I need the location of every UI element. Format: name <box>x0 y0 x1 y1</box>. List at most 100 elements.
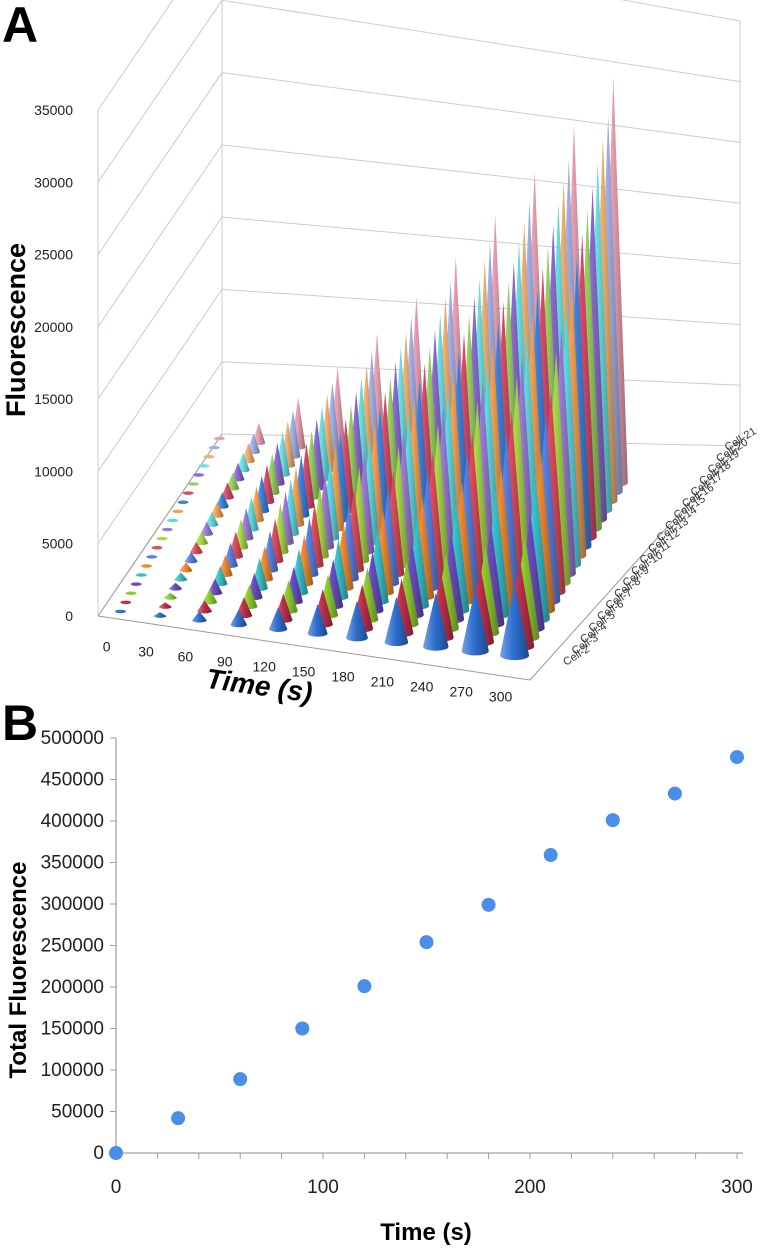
panel-a-cone <box>207 578 223 596</box>
panel-b-x-tick-label: 100 <box>307 1177 339 1198</box>
panel-a-cone <box>125 591 137 596</box>
panel-a-y-tick-label: 30000 <box>34 174 73 190</box>
panel-a-x-tick-label: 150 <box>292 663 316 679</box>
panel-b-y-tick-label: 150000 <box>41 1019 104 1040</box>
panel-b-y-tick-label: 250000 <box>41 936 104 957</box>
panel-a-cone-base <box>115 609 127 614</box>
panel-a-cone-body <box>423 592 449 651</box>
panel-a-y-axis-title: Fluorescence <box>1 243 31 417</box>
panel-b-y-tick-label: 50000 <box>51 1102 104 1123</box>
panel-b-data-point <box>233 1072 248 1087</box>
panel-a-cone <box>205 511 219 527</box>
panel-a-cone-body <box>184 551 198 564</box>
panel-a-cone <box>190 542 203 555</box>
panel-a-y-tick-label: 35000 <box>34 102 73 118</box>
panel-a-cone-base <box>193 473 205 477</box>
panel-b-data-point <box>543 848 558 863</box>
panel-a-cone <box>500 583 530 661</box>
panel-a-x-tick-label: 90 <box>217 653 233 669</box>
panel-a-cone <box>193 473 205 477</box>
panel-b-data-point <box>171 1111 186 1126</box>
panel-a-cone-body <box>242 443 255 464</box>
panel-a-cone <box>184 551 198 564</box>
panel-a-cone-body <box>192 611 207 623</box>
panel-a-cone <box>236 452 250 473</box>
panel-a-cone <box>212 566 228 587</box>
panel-a-y-tick-label: 20000 <box>34 319 73 335</box>
panel-a-floor-edge <box>97 433 223 617</box>
panel-a-x-tick-label: 30 <box>138 643 154 659</box>
panel-a-y-tick-label: 15000 <box>34 391 73 407</box>
panel-a-cone <box>202 589 218 605</box>
panel-a-cone <box>210 501 224 518</box>
panel-a-x-tick-label: 210 <box>371 673 395 689</box>
panel-a-y-tick-label: 5000 <box>42 536 73 552</box>
panel-a-gridline <box>97 0 223 183</box>
panel-a-cone <box>200 521 214 536</box>
panel-b-x-tick-label: 0 <box>111 1177 122 1198</box>
panel-a-x-tick-label: 270 <box>450 683 474 699</box>
panel-a-gridline <box>97 216 223 400</box>
panel-a-x-tick-label: 240 <box>410 678 434 694</box>
panel-a-cone <box>115 609 127 614</box>
panel-a-cone-base <box>120 600 132 605</box>
panel-a-gridline <box>620 0 741 22</box>
panel-a-cone <box>130 582 142 586</box>
panel-a-letter: A <box>2 0 38 53</box>
panel-a-cone-base <box>172 509 184 514</box>
panel-a-cone <box>384 596 409 647</box>
panel-a-cone <box>203 454 215 459</box>
panel-a-x-tick-label: 120 <box>253 658 277 674</box>
panel-a-cone-base <box>198 464 210 468</box>
panel-a-cone <box>172 509 184 514</box>
panel-a-chart: 0 5000 10000 15000 20000 25000 30000 35000 0 30 6… <box>1 0 759 708</box>
panel-b-y-tick-label: 0 <box>93 1143 104 1164</box>
panel-a-x-tick-label: 300 <box>489 688 513 704</box>
panel-a-cone-body <box>190 542 203 555</box>
panel-a-cone-body <box>164 592 177 600</box>
panel-b-data-point <box>667 786 682 801</box>
panel-b-y-axis-title: Total Fluorescence <box>5 862 32 1079</box>
panel-b-data-point <box>419 935 434 950</box>
panel-a-gridline <box>221 72 741 143</box>
panel-a-cone <box>174 572 188 582</box>
panel-a-gridline <box>221 216 741 265</box>
panel-b-y-tick-label: 300000 <box>41 894 104 915</box>
panel-a-cone-body <box>200 521 214 536</box>
panel-b-data-point <box>357 979 372 994</box>
panel-b-y-tick-label: 450000 <box>41 770 104 791</box>
panel-a-y-tick-label: 0 <box>65 608 73 624</box>
panel-a-cone <box>153 612 167 618</box>
panel-a-cone-base <box>151 545 163 550</box>
panel-a-cone-body <box>212 566 228 587</box>
panel-a-cone-body <box>230 609 247 628</box>
panel-a-cone <box>423 592 449 651</box>
panel-a-cone <box>179 562 193 573</box>
panel-a-cone <box>177 500 189 505</box>
panel-a-cone-base <box>135 573 147 577</box>
panel-a-cone <box>182 491 194 495</box>
panel-a-gridline <box>97 289 223 472</box>
panel-a-cone-body <box>215 492 229 509</box>
panel-a-x-tick-label: 60 <box>178 648 194 664</box>
panel-a-cone <box>195 531 208 546</box>
panel-a-cone <box>208 445 220 450</box>
panel-a-cone <box>215 492 229 509</box>
panel-a-gridline <box>97 144 223 328</box>
panel-a-cone <box>158 602 172 609</box>
panel-b-data-point <box>109 1146 123 1160</box>
panel-a-cone <box>167 518 179 523</box>
panel-a-cone-base <box>130 582 142 586</box>
panel-b-x-tick-label: 300 <box>721 1177 753 1198</box>
panel-b-data-point <box>295 1021 310 1036</box>
panel-a-cone-body <box>197 600 212 614</box>
panel-b-x-tick-label: 200 <box>514 1177 546 1198</box>
panel-a-cone <box>135 573 147 577</box>
panel-a-cone <box>269 607 288 632</box>
panel-a-x-tick-labels: 0 30 60 90 120 150 180 210 240 270 300 <box>103 638 513 704</box>
panel-a-cone <box>230 609 247 628</box>
panel-b-y-tick-label: 200000 <box>41 977 104 998</box>
panel-a-cone-base <box>203 454 215 459</box>
